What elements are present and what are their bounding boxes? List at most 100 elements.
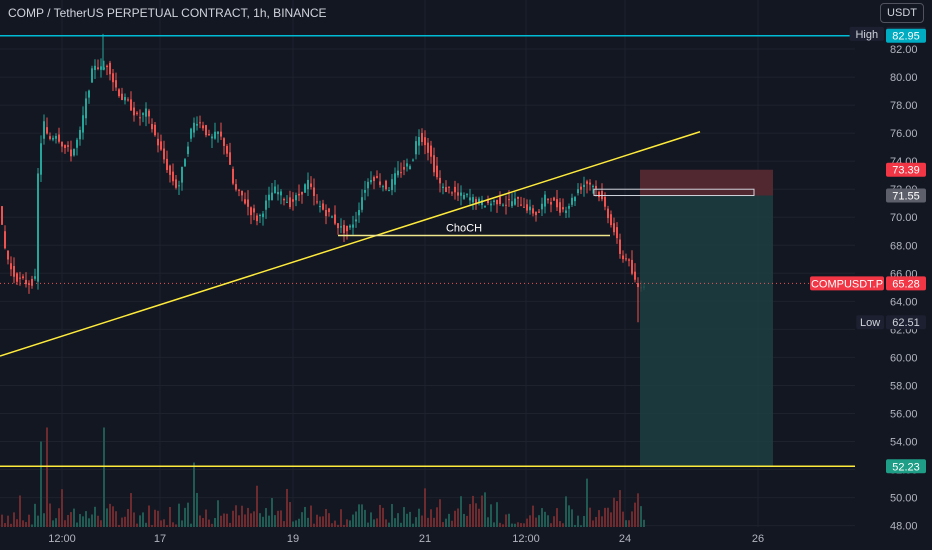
- volume-bar: [226, 513, 228, 527]
- volume-bar: [421, 515, 423, 527]
- volume-bar: [79, 514, 81, 527]
- volume-bar: [424, 488, 426, 527]
- volume-bar: [70, 512, 72, 527]
- volume-bar: [595, 516, 597, 527]
- volume-bar: [391, 504, 393, 527]
- candle: [544, 194, 546, 207]
- volume-bar: [289, 502, 291, 527]
- candle: [448, 186, 450, 188]
- candle: [217, 131, 219, 135]
- volume-bar: [496, 502, 498, 527]
- volume-bar: [373, 519, 375, 527]
- candle: [22, 276, 24, 279]
- volume-bar: [448, 513, 450, 527]
- volume-bar: [361, 504, 363, 527]
- candle: [1, 206, 3, 225]
- volume-bar: [523, 523, 525, 527]
- candle: [364, 190, 366, 193]
- volume-bar: [412, 523, 414, 527]
- candle: [586, 181, 588, 184]
- candle: [142, 113, 144, 115]
- volume-bar: [631, 511, 633, 527]
- candle: [388, 190, 390, 192]
- candle: [604, 196, 606, 207]
- candle: [109, 62, 111, 75]
- volume-bar: [16, 519, 18, 527]
- candle: [385, 180, 387, 190]
- candle: [361, 197, 363, 210]
- volume-bar: [127, 509, 129, 527]
- candle: [319, 206, 321, 208]
- volume-bar: [379, 504, 381, 527]
- candle: [610, 214, 612, 226]
- candle: [589, 182, 591, 185]
- candle: [67, 145, 69, 147]
- volume-bar: [451, 520, 453, 527]
- candle: [397, 170, 399, 176]
- candle: [46, 127, 48, 134]
- candle: [229, 152, 231, 165]
- candle: [214, 131, 216, 139]
- y-tick-label: 60.00: [890, 352, 918, 364]
- price-tag-label: High: [855, 29, 878, 41]
- candle: [166, 158, 168, 170]
- volume-bar: [55, 518, 57, 527]
- volume-bar: [532, 505, 534, 527]
- candle: [25, 279, 27, 285]
- volume-bar: [358, 504, 360, 527]
- order-block-box: [593, 188, 755, 197]
- volume-bar: [292, 521, 294, 527]
- volume-bar: [49, 503, 51, 527]
- candle: [286, 201, 288, 203]
- candle: [517, 196, 519, 199]
- volume-bar: [208, 519, 210, 527]
- candle: [220, 131, 222, 137]
- volume-bar: [235, 505, 237, 527]
- volume-bar: [193, 462, 195, 527]
- stop-loss-zone: [640, 169, 773, 196]
- candle: [472, 197, 474, 203]
- candle: [169, 165, 171, 175]
- candle: [202, 125, 204, 129]
- candle: [40, 143, 42, 175]
- candle: [514, 198, 516, 205]
- candle: [373, 177, 375, 182]
- candle: [211, 136, 213, 139]
- x-tick-label: 17: [154, 533, 166, 545]
- volume-bar: [472, 495, 474, 527]
- volume-bar: [301, 512, 303, 527]
- candle: [481, 200, 483, 206]
- candle: [355, 219, 357, 222]
- volume-bar: [382, 507, 384, 527]
- volume-bar: [166, 525, 168, 527]
- volume-bar: [286, 488, 288, 527]
- candle: [121, 93, 123, 101]
- candle: [307, 179, 309, 190]
- y-tick-label: 70.00: [890, 212, 918, 224]
- volume-bar: [94, 506, 96, 527]
- candle: [634, 271, 636, 280]
- volume-bar: [559, 521, 561, 527]
- candle: [31, 278, 33, 286]
- volume-bar: [118, 525, 120, 527]
- candle: [403, 167, 405, 170]
- candle: [580, 186, 582, 190]
- candle: [421, 132, 423, 143]
- candle: [91, 68, 93, 83]
- volume-bar: [385, 519, 387, 527]
- volume-bar: [592, 520, 594, 527]
- volume-bar: [355, 511, 357, 527]
- volume-bar: [601, 516, 603, 527]
- price-tag-label: COMPUSDT.P: [811, 278, 883, 290]
- candle: [559, 202, 561, 213]
- candle: [301, 191, 303, 195]
- candle: [226, 145, 228, 154]
- candle: [58, 134, 60, 142]
- candle: [106, 65, 108, 68]
- currency-button[interactable]: USDT: [880, 3, 924, 23]
- volume-bar: [295, 520, 297, 527]
- candle: [298, 193, 300, 196]
- candle: [415, 141, 417, 155]
- candle: [412, 159, 414, 161]
